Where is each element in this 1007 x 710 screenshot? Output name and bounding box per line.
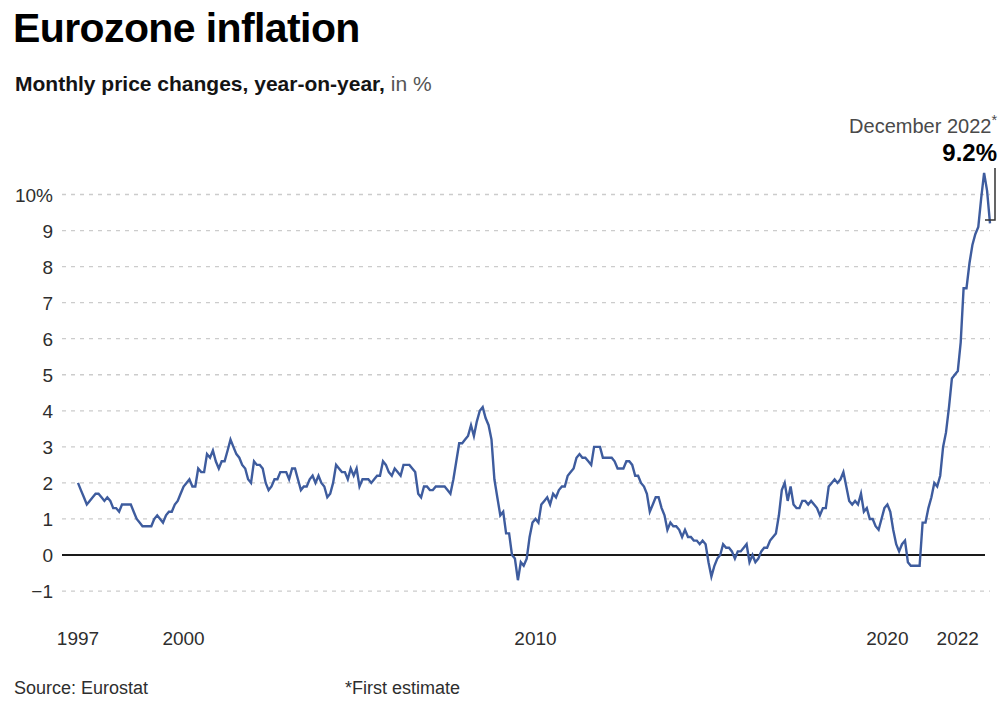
first-estimate-note: *First estimate bbox=[345, 678, 460, 699]
y-axis-tick-label: 0 bbox=[42, 545, 53, 566]
y-axis-tick-label: 6 bbox=[42, 329, 53, 350]
y-axis-tick-label: 5 bbox=[42, 365, 53, 386]
y-axis-tick-label: 7 bbox=[42, 293, 53, 314]
x-axis-tick-label: 2020 bbox=[866, 628, 908, 649]
y-axis-tick-label: 1 bbox=[42, 509, 53, 530]
y-axis-tick-label: 8 bbox=[42, 257, 53, 278]
eurozone-inflation-figure: Eurozone inflation Monthly price changes… bbox=[0, 0, 1007, 710]
y-axis-tick-label: 4 bbox=[42, 401, 53, 422]
inflation-line-chart: 10% 9 8 7 6 5 4 3 2 1 0 −1 1997 2000 2010 2020 2022 bbox=[0, 0, 1007, 710]
y-axis-tick-label: 9 bbox=[42, 221, 53, 242]
y-axis-tick-label: −1 bbox=[31, 581, 53, 602]
x-axis-tick-label: 2022 bbox=[937, 628, 979, 649]
x-axis-tick-label: 1997 bbox=[57, 628, 99, 649]
inflation-line bbox=[78, 173, 990, 580]
source-note: Source: Eurostat bbox=[14, 678, 148, 699]
x-axis-tick-label: 2010 bbox=[514, 628, 556, 649]
y-axis-tick-label: 10% bbox=[15, 185, 53, 206]
x-axis-tick-label: 2000 bbox=[162, 628, 204, 649]
y-axis-tick-label: 2 bbox=[42, 473, 53, 494]
y-axis-tick-label: 3 bbox=[42, 437, 53, 458]
